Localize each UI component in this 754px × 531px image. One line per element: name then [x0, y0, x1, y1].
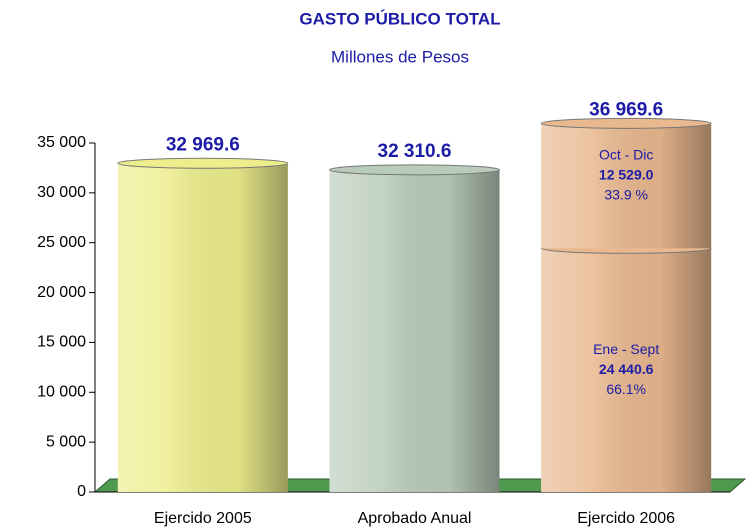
shading: [329, 169, 500, 493]
cylinder-edge: [329, 164, 500, 176]
chart-subtitle: Millones de Pesos: [331, 47, 469, 66]
y-tick-label: 20 000: [37, 284, 86, 301]
x-tick-label: Ejercido 2005: [154, 510, 252, 527]
cylinder-edge: [540, 117, 712, 129]
y-tick-label: 35 000: [37, 134, 86, 151]
total-label: 36 969.6: [589, 99, 663, 120]
segment-value-label: 12 529.0: [599, 167, 654, 183]
y-tick-label: 30 000: [37, 184, 86, 201]
x-tick-label: Aprobado Anual: [358, 510, 472, 527]
shading: [117, 163, 288, 493]
value-label: 32 310.6: [378, 141, 452, 162]
y-tick-label: 10 000: [37, 384, 86, 401]
value-label: 32 969.6: [166, 134, 240, 155]
cylinder-edge: [117, 157, 289, 169]
segment-value-label: 24 440.6: [599, 361, 654, 377]
shading: [541, 123, 712, 249]
segment-name: Oct - Dic: [599, 147, 653, 163]
segment-name: Ene - Sept: [593, 341, 659, 357]
segment-share-label: 66.1%: [606, 381, 646, 397]
y-tick-label: 25 000: [37, 234, 86, 251]
x-tick-label: Ejercido 2006: [577, 510, 675, 527]
segment-share-label: 33.9 %: [604, 187, 648, 203]
shading: [541, 248, 712, 492]
y-tick-label: 5 000: [46, 433, 86, 450]
y-tick-label: 0: [77, 483, 86, 500]
y-tick-label: 15 000: [37, 334, 86, 351]
chart-title: GASTO PÚBLICO TOTAL: [299, 9, 500, 28]
